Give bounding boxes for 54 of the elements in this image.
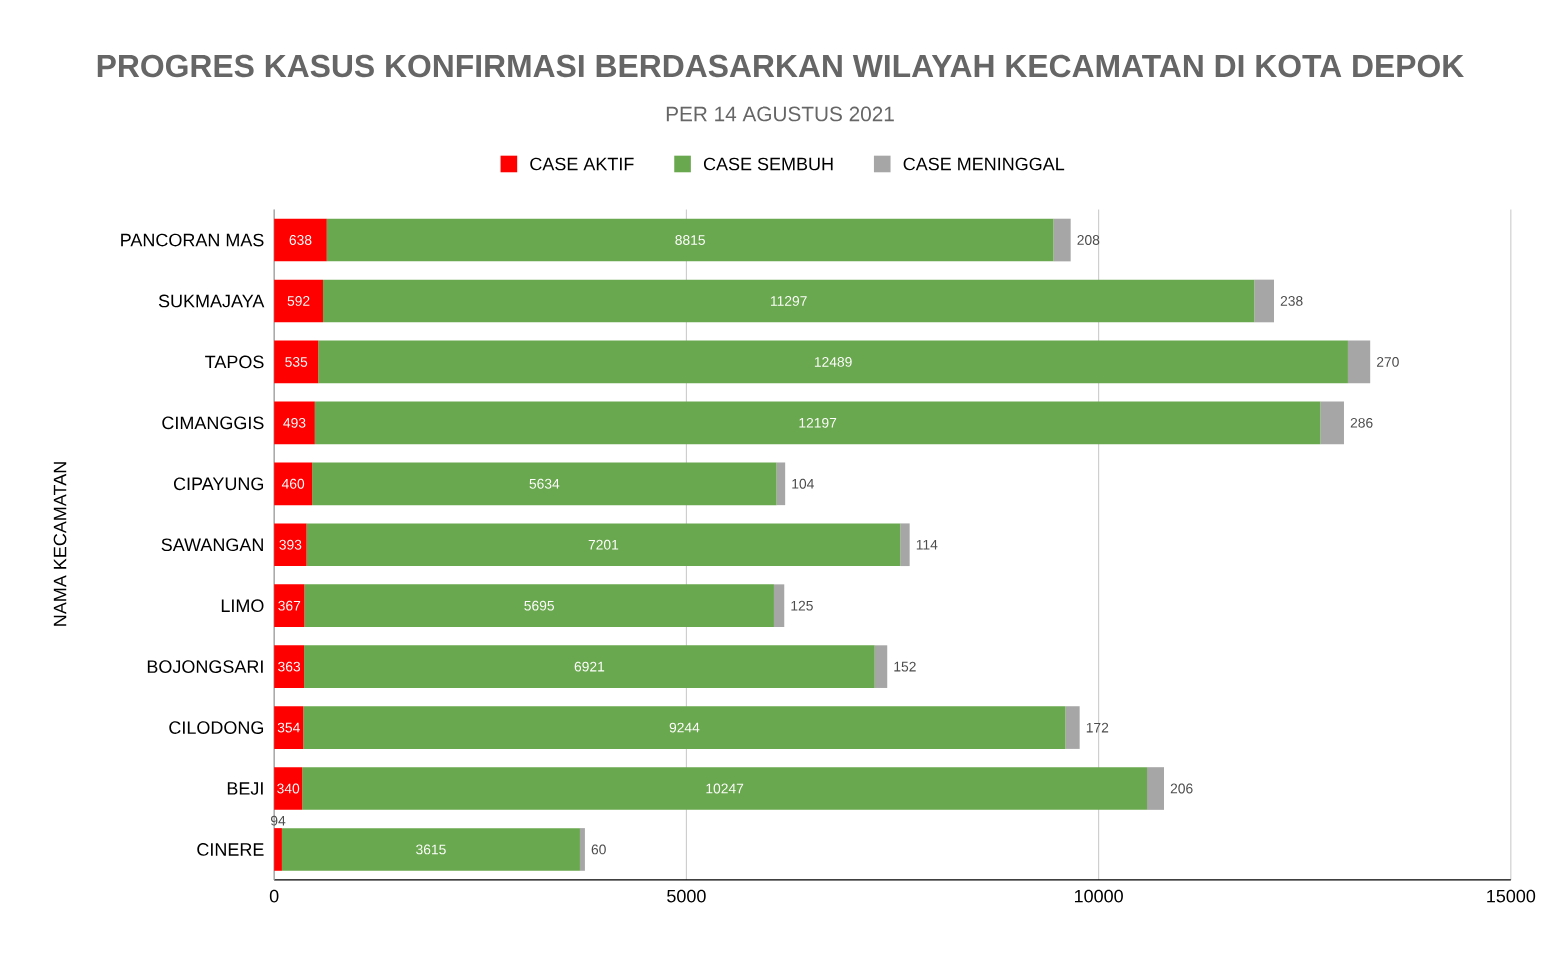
bar (1320, 401, 1344, 445)
chart-title: PROGRES KASUS KONFIRMASI BERDASARKAN WILAYAH KECAMATAN DI KOTA DEPOK (97, 54, 1464, 78)
x-tick-label: 15000 (1487, 889, 1536, 903)
bar (303, 706, 1066, 749)
bar (281, 828, 580, 871)
bar (274, 279, 323, 323)
y-tick-label: BEJI (227, 782, 263, 795)
bar (302, 767, 1148, 810)
legend-label: CASE MENINGGAL (903, 157, 1065, 171)
y-tick-label: TAPOS (205, 355, 264, 369)
bar (304, 584, 774, 628)
bar (579, 828, 585, 871)
bar (900, 523, 910, 567)
y-tick-label: BOJONGSARI (147, 660, 263, 673)
bar (312, 462, 777, 506)
bar (314, 401, 1321, 445)
bar (274, 523, 307, 567)
bar (274, 645, 305, 688)
bar (306, 523, 901, 567)
bar (1254, 279, 1274, 323)
y-axis-title: NAMA KECAMATAN (53, 462, 67, 626)
y-tick-label: CILODONG (169, 721, 264, 734)
x-tick-label: 0 (269, 889, 279, 903)
bar (274, 584, 305, 628)
legend-label: CASE AKTIF (530, 157, 634, 171)
bar (318, 340, 1348, 384)
y-tick-label: PANCORAN MAS (121, 233, 264, 247)
bar (274, 828, 282, 871)
y-tick-label: SAWANGAN (161, 538, 263, 552)
bar (322, 279, 1255, 323)
y-tick-label: CIPAYUNG (173, 477, 264, 491)
x-tick-label: 5000 (667, 889, 706, 903)
bar (274, 706, 304, 749)
bar (776, 462, 786, 506)
bar (274, 401, 315, 445)
x-tick-label: 10000 (1074, 889, 1123, 903)
y-tick-label: SUKMAJAYA (158, 294, 265, 308)
bar (874, 645, 888, 688)
bar (274, 340, 319, 384)
chart-subtitle: PER 14 AGUSTUS 2021 (666, 106, 894, 122)
bar (1065, 706, 1080, 749)
bar (773, 584, 785, 628)
bar (304, 645, 875, 688)
bar (274, 218, 327, 262)
legend-label: CASE SEMBUH (703, 157, 833, 171)
bar (274, 767, 303, 810)
bar (1053, 218, 1071, 262)
bar (1147, 767, 1164, 810)
bar (1347, 340, 1371, 384)
bar (274, 462, 313, 506)
y-tick-label: CIMANGGIS (162, 416, 264, 430)
bar (326, 218, 1054, 262)
y-tick-label: LIMO (221, 599, 264, 613)
y-tick-label: CINERE (197, 843, 264, 856)
